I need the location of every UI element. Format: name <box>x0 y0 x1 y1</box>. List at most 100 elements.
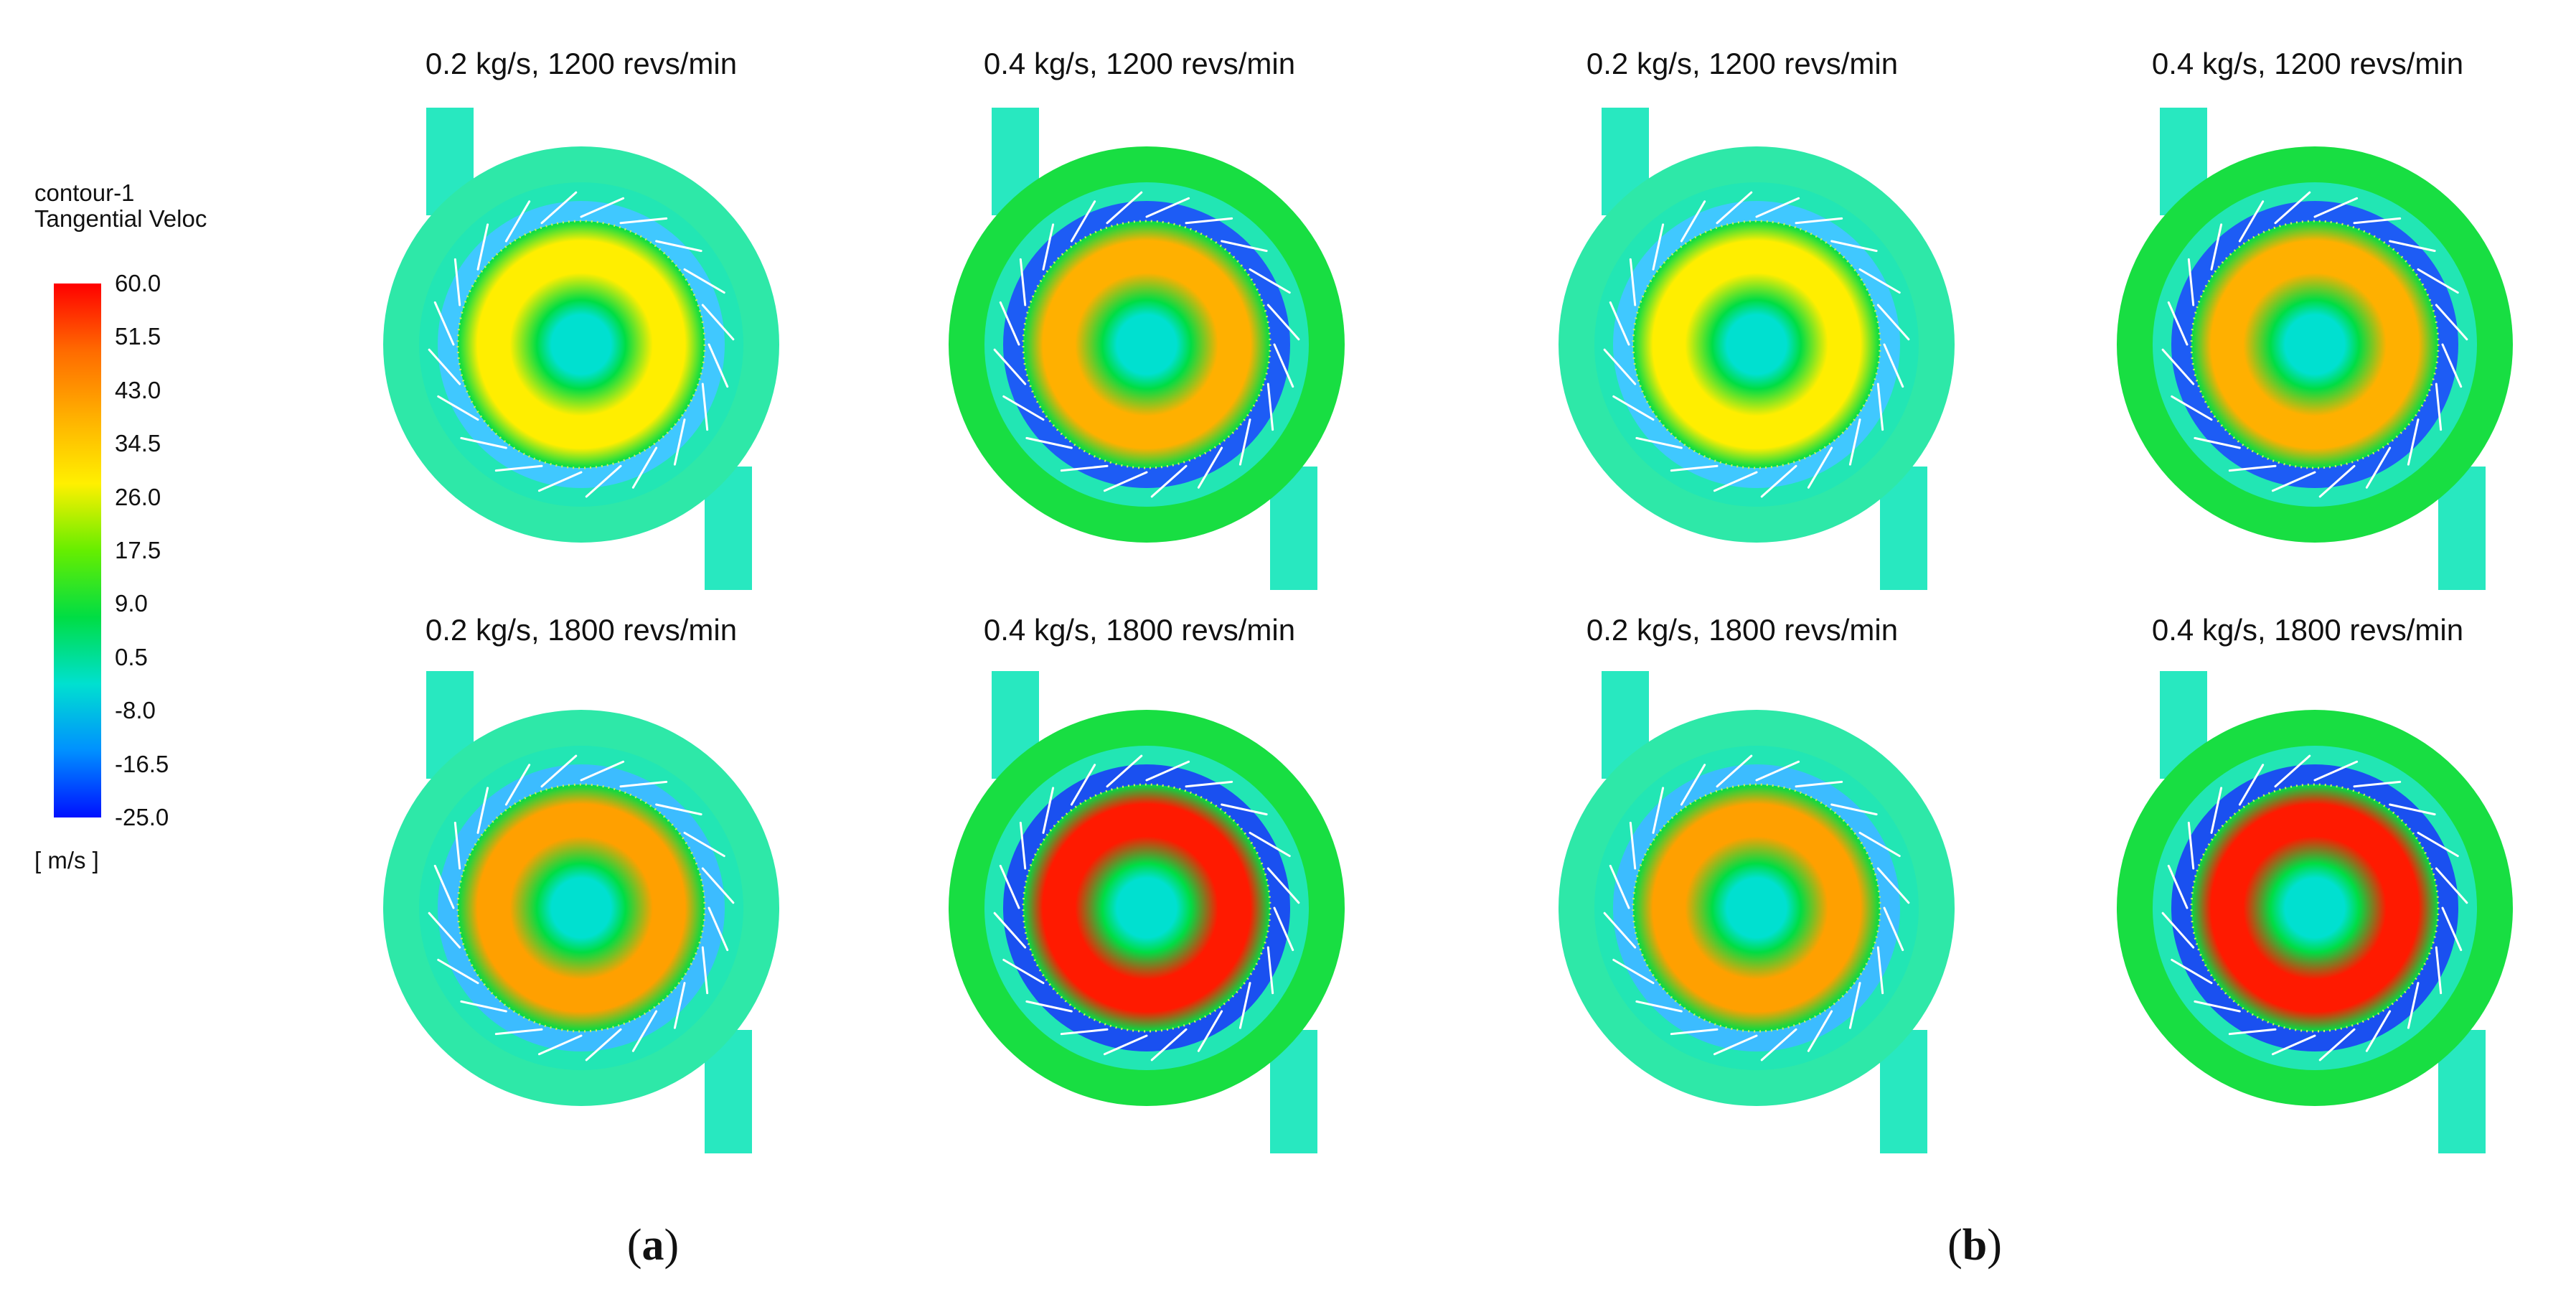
guide-vane <box>1106 754 1143 788</box>
guide-vane <box>2441 343 2463 388</box>
guide-vane <box>2171 958 2213 985</box>
guide-vane <box>1716 754 1753 788</box>
guide-vane <box>476 787 489 834</box>
color-scale-tick: -8.0 <box>115 697 156 724</box>
guide-vane <box>453 821 461 870</box>
guide-vane <box>537 1034 583 1056</box>
guide-vane <box>1755 760 1800 782</box>
guide-vane <box>437 395 479 421</box>
rotor-velocity-field <box>458 221 705 468</box>
guide-vane <box>1002 958 1045 985</box>
rotor-velocity-field <box>1023 784 1270 1031</box>
guide-vane <box>1760 464 1797 498</box>
guide-vane <box>2441 906 2463 952</box>
guide-vane <box>1042 787 1055 834</box>
guide-vane <box>999 301 1020 346</box>
guide-vane <box>2228 464 2277 472</box>
guide-vane <box>1848 982 1861 1029</box>
guide-vane <box>2238 764 2265 806</box>
rotor-velocity-field <box>2191 784 2438 1031</box>
guide-vane <box>1830 240 1878 253</box>
guide-vane <box>428 912 461 949</box>
guide-vane <box>1807 1010 1833 1052</box>
guide-vane <box>2187 258 2195 306</box>
guide-vane <box>1876 867 1910 904</box>
guide-vane <box>673 982 686 1029</box>
case-title-a4: 0.4 kg/s, 1800 revs/min <box>983 613 1296 647</box>
guide-vane <box>1609 301 1630 346</box>
color-scale-tick: 60.0 <box>115 270 161 296</box>
guide-vane <box>1106 191 1143 225</box>
rotor-velocity-field <box>2191 221 2438 468</box>
guide-vane <box>2353 780 2402 788</box>
guide-vane <box>2161 912 2195 949</box>
rotor-velocity-field <box>458 784 705 1031</box>
contour-plot-a2 <box>949 108 1345 590</box>
guide-vane <box>1070 764 1096 806</box>
guide-vane <box>1019 821 1027 870</box>
guide-vane <box>2435 304 2468 341</box>
guide-vane <box>1150 1028 1188 1062</box>
guide-vane <box>476 223 489 271</box>
color-scale-tick: -16.5 <box>115 750 169 777</box>
guide-vane <box>1238 418 1251 466</box>
case-title-b3: 0.2 kg/s, 1800 revs/min <box>1586 613 1899 647</box>
guide-vane <box>1883 343 1904 388</box>
color-scale-tick: -25.0 <box>115 804 169 830</box>
legend-subtitle: Tangential Veloc <box>34 205 207 232</box>
guide-vane <box>2167 864 2189 909</box>
guide-vane <box>1603 912 1637 949</box>
guide-vane <box>1858 831 1901 858</box>
guide-vane <box>1025 1000 1073 1013</box>
guide-vane <box>1883 906 1904 952</box>
guide-vane <box>1273 906 1294 952</box>
contour-plot-a4 <box>949 671 1345 1153</box>
rotor-boundary <box>456 783 706 1033</box>
guide-vane <box>1103 1034 1148 1056</box>
guide-vane <box>1273 343 1294 388</box>
color-scale-tick: 26.0 <box>115 483 161 510</box>
guide-vane <box>2271 471 2316 492</box>
panel-label-b: (b) <box>1947 1221 2002 1270</box>
guide-vane <box>1002 395 1045 421</box>
guide-vane <box>619 217 668 225</box>
guide-vane <box>631 1010 658 1052</box>
guide-vane <box>999 864 1020 909</box>
guide-vane <box>619 780 668 788</box>
guide-vane <box>1103 471 1148 492</box>
guide-vane <box>2238 200 2265 243</box>
guide-vane <box>2313 197 2359 218</box>
guide-vane <box>673 418 686 466</box>
guide-vane <box>2274 191 2311 225</box>
contour-plot-b3 <box>1559 671 1955 1153</box>
guide-vane <box>1060 464 1109 472</box>
guide-vane <box>1042 223 1055 271</box>
guide-vane <box>1266 383 1274 431</box>
guide-vane <box>1795 780 1843 788</box>
guide-vane <box>993 912 1027 949</box>
guide-vane <box>1197 446 1223 489</box>
guide-vane <box>1755 197 1800 218</box>
panel-label-a: (a) <box>626 1221 680 1270</box>
case-title-a2: 0.4 kg/s, 1200 revs/min <box>983 47 1296 80</box>
guide-vane <box>2353 217 2402 225</box>
guide-vane <box>580 197 625 218</box>
color-scale-tick: 9.0 <box>115 590 148 617</box>
rotor-boundary <box>2190 220 2440 469</box>
guide-vane <box>537 471 583 492</box>
guide-vane <box>540 754 578 788</box>
guide-vane <box>1760 1028 1797 1062</box>
guide-vane <box>701 304 735 341</box>
case-title-b4: 0.4 kg/s, 1800 revs/min <box>2151 613 2464 647</box>
guide-vane <box>701 867 735 904</box>
guide-vane <box>2161 348 2195 385</box>
guide-vane <box>2318 1028 2356 1062</box>
guide-vane <box>2194 436 2241 449</box>
guide-vane <box>1716 191 1753 225</box>
guide-vane <box>585 1028 622 1062</box>
guide-vane <box>655 803 702 816</box>
guide-vane <box>2365 446 2392 489</box>
guide-vane <box>1629 258 1637 306</box>
guide-vane <box>2389 240 2436 253</box>
